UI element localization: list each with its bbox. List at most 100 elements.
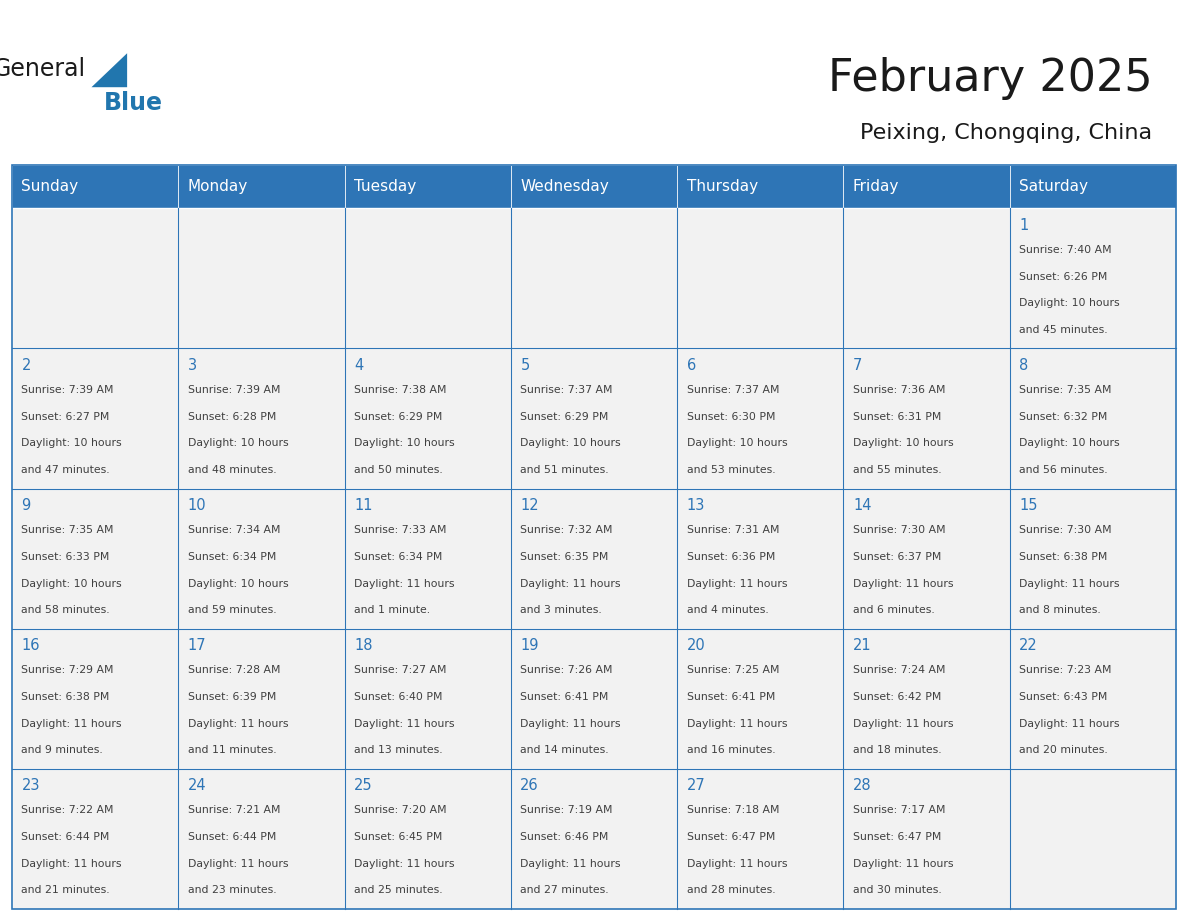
Text: and 6 minutes.: and 6 minutes.: [853, 605, 935, 615]
Text: Daylight: 10 hours: Daylight: 10 hours: [687, 439, 788, 448]
Text: Sunrise: 7:37 AM: Sunrise: 7:37 AM: [687, 386, 779, 395]
Text: Daylight: 11 hours: Daylight: 11 hours: [520, 858, 621, 868]
Text: and 47 minutes.: and 47 minutes.: [21, 465, 110, 475]
Text: Sunrise: 7:31 AM: Sunrise: 7:31 AM: [687, 525, 779, 535]
Text: Daylight: 11 hours: Daylight: 11 hours: [1019, 719, 1120, 729]
Text: and 27 minutes.: and 27 minutes.: [520, 885, 609, 895]
Text: and 48 minutes.: and 48 minutes.: [188, 465, 277, 475]
Text: Sunrise: 7:30 AM: Sunrise: 7:30 AM: [853, 525, 946, 535]
Text: Sunrise: 7:20 AM: Sunrise: 7:20 AM: [354, 805, 447, 815]
Text: 22: 22: [1019, 638, 1038, 653]
Text: and 45 minutes.: and 45 minutes.: [1019, 325, 1108, 335]
Text: and 13 minutes.: and 13 minutes.: [354, 745, 443, 756]
Text: Peixing, Chongqing, China: Peixing, Chongqing, China: [860, 123, 1152, 143]
Text: and 20 minutes.: and 20 minutes.: [1019, 745, 1108, 756]
Text: Sunset: 6:26 PM: Sunset: 6:26 PM: [1019, 272, 1107, 282]
Text: 2: 2: [21, 358, 31, 373]
Text: 23: 23: [21, 778, 40, 793]
Text: and 28 minutes.: and 28 minutes.: [687, 885, 776, 895]
Text: and 51 minutes.: and 51 minutes.: [520, 465, 609, 475]
Text: 10: 10: [188, 498, 207, 513]
Text: Saturday: Saturday: [1019, 179, 1088, 195]
Text: Daylight: 10 hours: Daylight: 10 hours: [1019, 439, 1120, 448]
Text: Daylight: 11 hours: Daylight: 11 hours: [354, 719, 455, 729]
Text: Thursday: Thursday: [687, 179, 758, 195]
Text: Daylight: 10 hours: Daylight: 10 hours: [188, 439, 289, 448]
Text: Sunset: 6:38 PM: Sunset: 6:38 PM: [1019, 552, 1107, 562]
Text: Sunrise: 7:21 AM: Sunrise: 7:21 AM: [188, 805, 280, 815]
Text: Sunrise: 7:37 AM: Sunrise: 7:37 AM: [520, 386, 613, 395]
Text: and 14 minutes.: and 14 minutes.: [520, 745, 609, 756]
Text: Daylight: 11 hours: Daylight: 11 hours: [21, 858, 122, 868]
Text: Sunset: 6:42 PM: Sunset: 6:42 PM: [853, 692, 941, 702]
Text: 16: 16: [21, 638, 40, 653]
Text: Sunset: 6:28 PM: Sunset: 6:28 PM: [188, 412, 276, 421]
Text: Sunset: 6:47 PM: Sunset: 6:47 PM: [853, 832, 941, 842]
Text: Sunset: 6:39 PM: Sunset: 6:39 PM: [188, 692, 276, 702]
Text: and 58 minutes.: and 58 minutes.: [21, 605, 110, 615]
Text: 24: 24: [188, 778, 207, 793]
Text: and 21 minutes.: and 21 minutes.: [21, 885, 110, 895]
Text: Daylight: 11 hours: Daylight: 11 hours: [853, 719, 954, 729]
Text: Daylight: 11 hours: Daylight: 11 hours: [1019, 578, 1120, 588]
Text: 13: 13: [687, 498, 704, 513]
Text: Daylight: 10 hours: Daylight: 10 hours: [188, 578, 289, 588]
Text: Sunrise: 7:36 AM: Sunrise: 7:36 AM: [853, 386, 946, 395]
Text: Daylight: 11 hours: Daylight: 11 hours: [188, 858, 289, 868]
Text: 12: 12: [520, 498, 539, 513]
Text: General: General: [0, 57, 86, 81]
Text: Sunrise: 7:35 AM: Sunrise: 7:35 AM: [21, 525, 114, 535]
Text: Daylight: 11 hours: Daylight: 11 hours: [687, 578, 788, 588]
Text: Daylight: 11 hours: Daylight: 11 hours: [853, 578, 954, 588]
Text: Daylight: 10 hours: Daylight: 10 hours: [520, 439, 621, 448]
Text: Sunrise: 7:26 AM: Sunrise: 7:26 AM: [520, 666, 613, 676]
Text: Sunrise: 7:22 AM: Sunrise: 7:22 AM: [21, 805, 114, 815]
Text: Sunrise: 7:18 AM: Sunrise: 7:18 AM: [687, 805, 779, 815]
Text: and 4 minutes.: and 4 minutes.: [687, 605, 769, 615]
Text: Sunset: 6:29 PM: Sunset: 6:29 PM: [520, 412, 608, 421]
Text: Sunrise: 7:40 AM: Sunrise: 7:40 AM: [1019, 245, 1112, 255]
Text: Daylight: 11 hours: Daylight: 11 hours: [21, 719, 122, 729]
Text: and 1 minute.: and 1 minute.: [354, 605, 430, 615]
Text: and 18 minutes.: and 18 minutes.: [853, 745, 942, 756]
Text: Sunset: 6:29 PM: Sunset: 6:29 PM: [354, 412, 442, 421]
Text: Sunset: 6:40 PM: Sunset: 6:40 PM: [354, 692, 442, 702]
Text: Sunset: 6:44 PM: Sunset: 6:44 PM: [188, 832, 276, 842]
Text: Sunrise: 7:38 AM: Sunrise: 7:38 AM: [354, 386, 447, 395]
Text: Sunset: 6:37 PM: Sunset: 6:37 PM: [853, 552, 941, 562]
Text: 14: 14: [853, 498, 872, 513]
Text: Sunset: 6:33 PM: Sunset: 6:33 PM: [21, 552, 109, 562]
Text: Daylight: 11 hours: Daylight: 11 hours: [687, 858, 788, 868]
Text: Sunset: 6:31 PM: Sunset: 6:31 PM: [853, 412, 941, 421]
Text: 18: 18: [354, 638, 373, 653]
Text: Sunrise: 7:17 AM: Sunrise: 7:17 AM: [853, 805, 946, 815]
Text: and 8 minutes.: and 8 minutes.: [1019, 605, 1101, 615]
Text: and 30 minutes.: and 30 minutes.: [853, 885, 942, 895]
Text: Daylight: 10 hours: Daylight: 10 hours: [853, 439, 954, 448]
Text: 17: 17: [188, 638, 207, 653]
Text: and 56 minutes.: and 56 minutes.: [1019, 465, 1108, 475]
Text: Wednesday: Wednesday: [520, 179, 609, 195]
Text: and 50 minutes.: and 50 minutes.: [354, 465, 443, 475]
Text: and 55 minutes.: and 55 minutes.: [853, 465, 942, 475]
Text: Tuesday: Tuesday: [354, 179, 416, 195]
Text: Monday: Monday: [188, 179, 248, 195]
Text: 28: 28: [853, 778, 872, 793]
Text: Sunrise: 7:24 AM: Sunrise: 7:24 AM: [853, 666, 946, 676]
Text: Sunset: 6:41 PM: Sunset: 6:41 PM: [687, 692, 775, 702]
Text: 7: 7: [853, 358, 862, 373]
Text: and 3 minutes.: and 3 minutes.: [520, 605, 602, 615]
Text: Sunset: 6:44 PM: Sunset: 6:44 PM: [21, 832, 109, 842]
Text: and 23 minutes.: and 23 minutes.: [188, 885, 277, 895]
Text: Daylight: 10 hours: Daylight: 10 hours: [354, 439, 455, 448]
Text: and 59 minutes.: and 59 minutes.: [188, 605, 277, 615]
Text: Sunday: Sunday: [21, 179, 78, 195]
Text: Sunrise: 7:33 AM: Sunrise: 7:33 AM: [354, 525, 447, 535]
Text: Sunset: 6:32 PM: Sunset: 6:32 PM: [1019, 412, 1107, 421]
Text: Sunrise: 7:39 AM: Sunrise: 7:39 AM: [21, 386, 114, 395]
Text: Sunset: 6:45 PM: Sunset: 6:45 PM: [354, 832, 442, 842]
Text: Daylight: 11 hours: Daylight: 11 hours: [687, 719, 788, 729]
Text: Sunset: 6:35 PM: Sunset: 6:35 PM: [520, 552, 608, 562]
Text: and 25 minutes.: and 25 minutes.: [354, 885, 443, 895]
Text: February 2025: February 2025: [828, 57, 1152, 99]
